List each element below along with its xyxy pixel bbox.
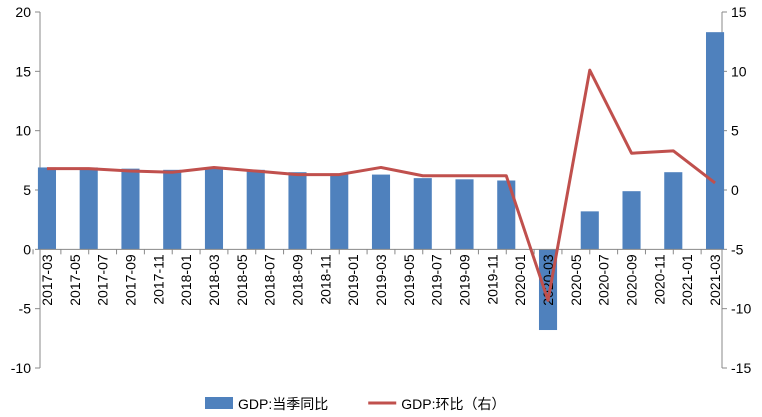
- y2-tick-label: 10: [731, 63, 747, 79]
- x-tick-label: 2019-05: [401, 254, 417, 306]
- bar: [705, 32, 725, 250]
- y2-tick-label: 5: [731, 123, 739, 139]
- x-tick-label: 2017-03: [39, 254, 55, 306]
- x-tick-label: 2018-05: [234, 254, 250, 306]
- y-tick-label: 10: [15, 123, 31, 139]
- legend-swatch: [205, 397, 233, 409]
- y-tick-label: 5: [23, 182, 31, 198]
- x-tick-label: 2020-01: [512, 254, 528, 306]
- y2-tick-label: -15: [731, 360, 751, 376]
- bar: [455, 179, 474, 250]
- legend-item: GDP:当季同比: [205, 396, 328, 412]
- legend-label: GDP:环比（右）: [401, 396, 505, 412]
- y-tick-label: -10: [11, 360, 31, 376]
- bar: [288, 172, 307, 250]
- x-tick-label: 2020-09: [624, 254, 640, 306]
- bar: [163, 169, 182, 250]
- x-tick-label: 2019-07: [429, 254, 445, 306]
- y-tick-label: 0: [23, 241, 31, 257]
- bar: [371, 174, 391, 250]
- x-tick-label: 2017-09: [122, 254, 138, 306]
- x-tick-label: 2018-09: [289, 254, 305, 306]
- bar: [79, 167, 98, 250]
- y2-tick-label: -10: [731, 301, 751, 317]
- bar: [497, 180, 516, 250]
- x-tick-label: 2018-03: [206, 254, 222, 306]
- bar: [246, 169, 265, 250]
- legend-item: GDP:环比（右）: [368, 396, 505, 412]
- bar: [121, 168, 140, 250]
- x-tick-label: 2017-11: [150, 254, 166, 305]
- bar: [204, 168, 224, 250]
- bar: [664, 172, 683, 250]
- x-tick-label: 2018-01: [178, 254, 194, 306]
- x-tick-label: 2019-09: [457, 254, 473, 306]
- bar: [413, 178, 432, 250]
- x-tick-label: 2017-05: [67, 254, 83, 306]
- y2-tick-label: 15: [731, 4, 747, 20]
- legend-label: GDP:当季同比: [238, 396, 328, 412]
- x-tick-label: 2020-11: [651, 254, 667, 305]
- x-tick-label: 2019-11: [484, 254, 500, 305]
- line: [46, 68, 716, 302]
- x-tick-label: 2020-05: [568, 254, 584, 306]
- y-tick-label: 15: [15, 63, 31, 79]
- x-tick-label: 2017-07: [95, 254, 111, 306]
- x-tick-label: 2020-07: [596, 254, 612, 306]
- x-tick-label: 2019-01: [345, 254, 361, 306]
- y2-tick-label: -5: [731, 241, 744, 257]
- x-tick-label: 2021-03: [707, 254, 723, 306]
- x-tick-label: 2019-03: [373, 254, 389, 306]
- y2-tick-label: 0: [731, 182, 739, 198]
- y-tick-label: 20: [15, 4, 31, 20]
- x-tick-label: 2018-11: [317, 254, 333, 305]
- y-tick-label: -5: [19, 301, 32, 317]
- x-tick-label: 2021-01: [679, 254, 695, 306]
- bar: [37, 167, 57, 250]
- bar: [580, 211, 599, 250]
- x-tick-label: 2018-07: [262, 254, 278, 306]
- bar: [622, 191, 641, 250]
- bar: [330, 173, 349, 250]
